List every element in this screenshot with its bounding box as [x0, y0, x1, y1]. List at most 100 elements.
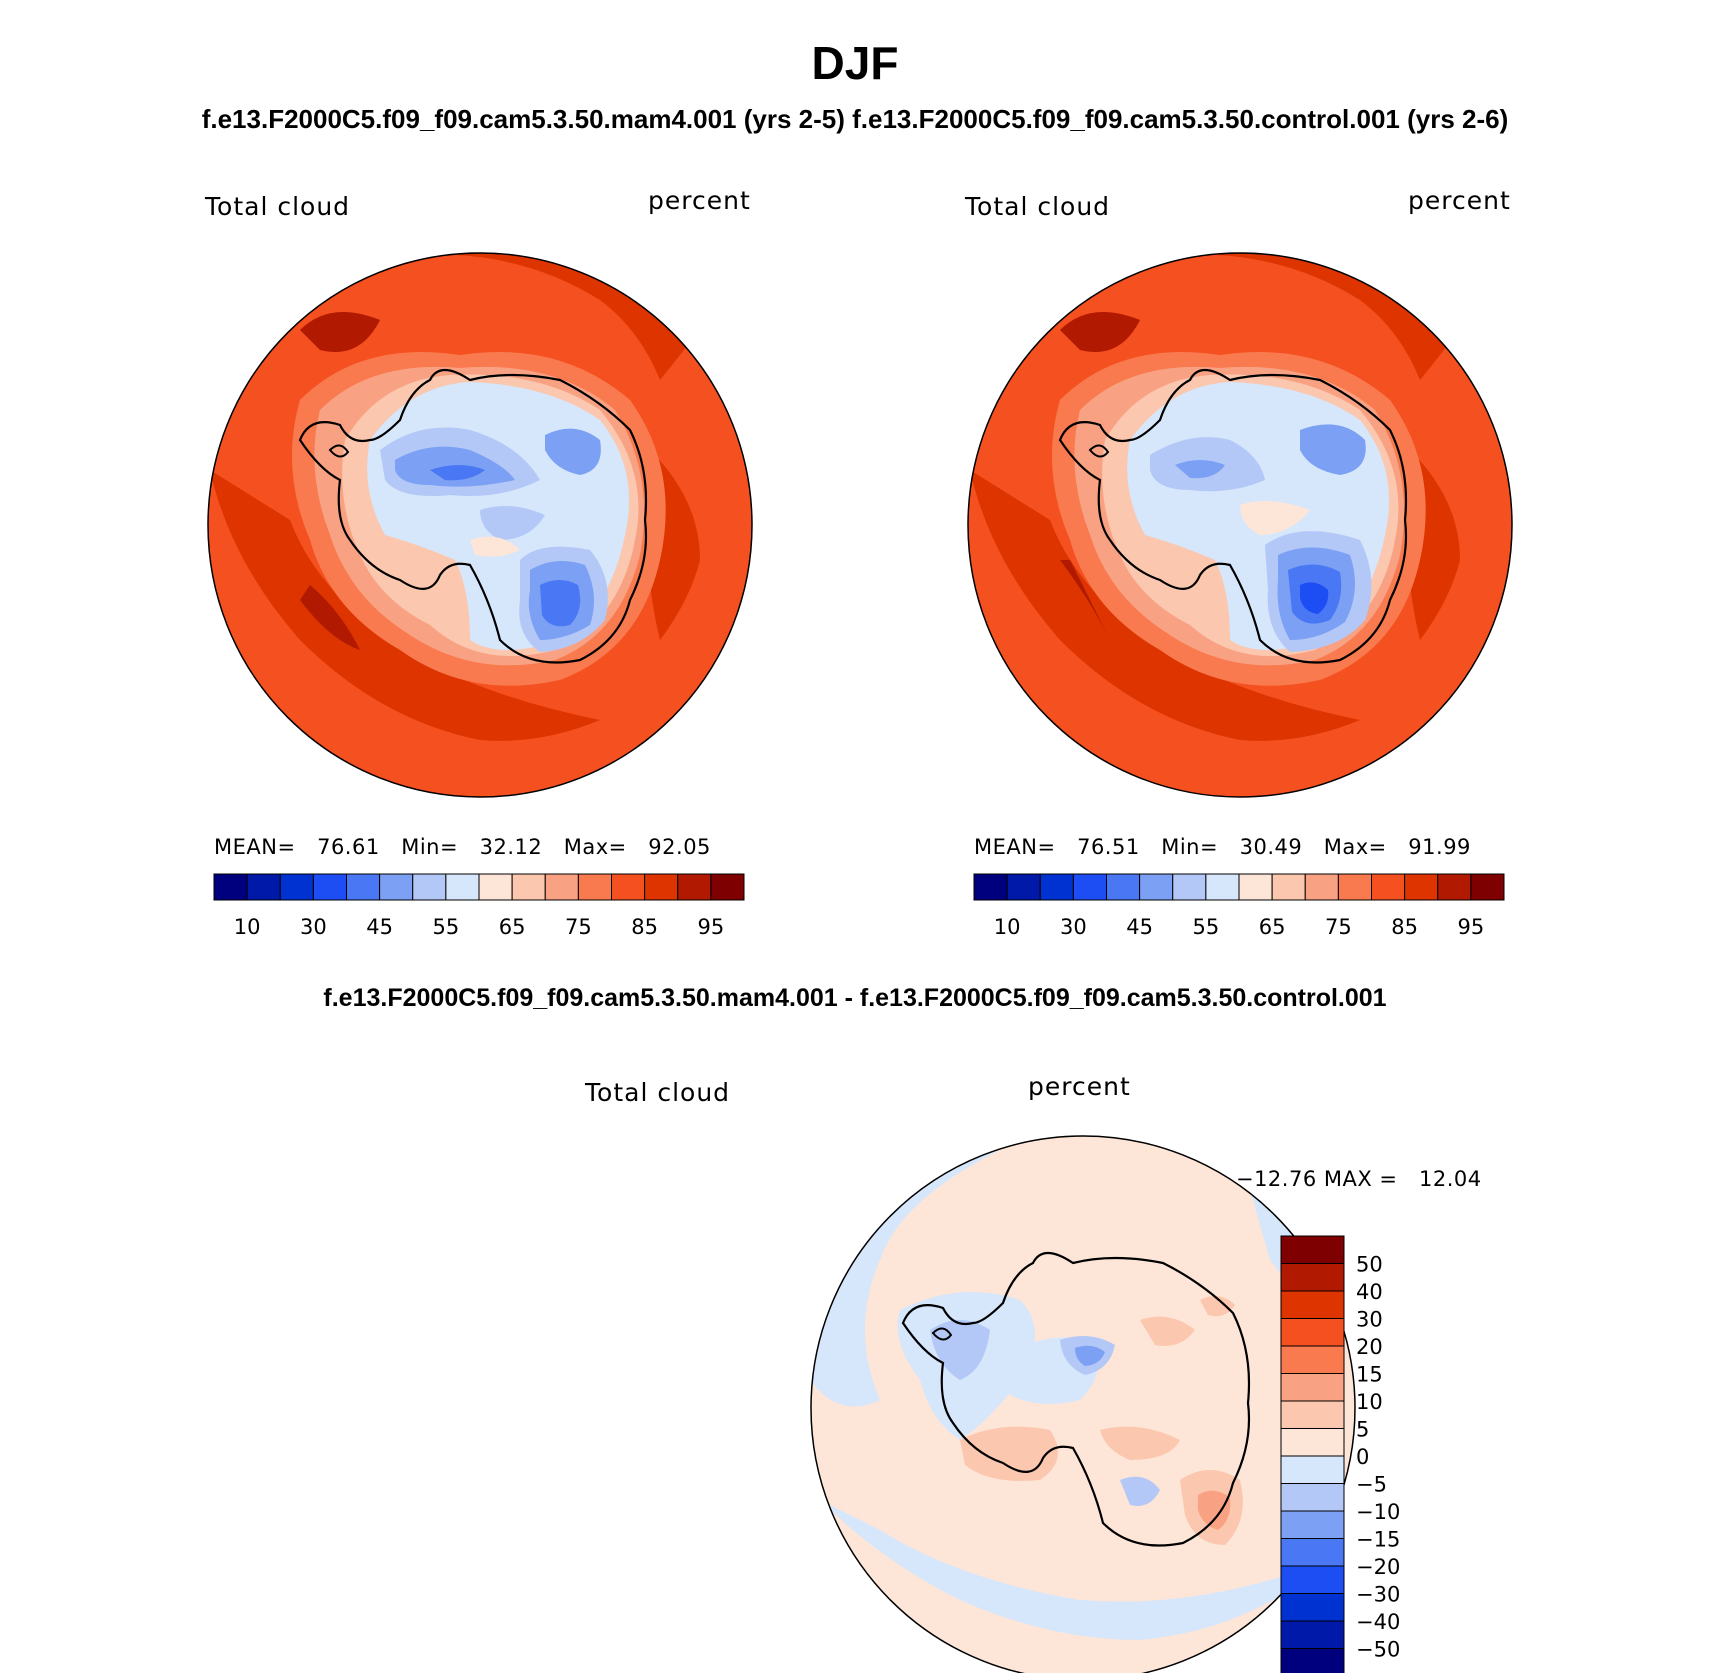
difference-colorbar-box — [1280, 1565, 1345, 1594]
difference-colorbar-tick-label: 30 — [1356, 1308, 1383, 1332]
difference-colorbar-box — [1280, 1648, 1345, 1673]
difference-colorbar-tick-label: −40 — [1356, 1610, 1400, 1634]
panel2-colorbar-tick-label: 75 — [1325, 915, 1352, 939]
panel2-variable-label: Total cloud — [965, 192, 1111, 221]
panel2-colorbar-box — [1437, 873, 1472, 901]
difference-colorbar-box — [1280, 1620, 1345, 1649]
panel1-colorbar-tick-label: 75 — [565, 915, 592, 939]
panel2-colorbar-tick-label: 45 — [1126, 915, 1153, 939]
difference-colorbar-box — [1280, 1290, 1345, 1319]
panel1-colorbar-box — [213, 873, 248, 901]
panel1-colorbar-tick-label: 10 — [234, 915, 261, 939]
panel2-colorbar: 10 30 45 55 65 75 85 95 — [973, 873, 1505, 939]
panel1-colorbar-tick-label: 30 — [300, 915, 327, 939]
panel2-colorbar-box — [1337, 873, 1372, 901]
difference-colorbar-box — [1280, 1318, 1345, 1347]
panel1-colorbar-box — [478, 873, 513, 901]
difference-colorbar-tick-label: 0 — [1356, 1445, 1369, 1469]
panel1-colorbar-tick-label: 85 — [631, 915, 658, 939]
panel1-colorbar-box — [379, 873, 414, 901]
difference-colorbar-box — [1280, 1483, 1345, 1512]
panel1-map — [208, 253, 752, 797]
panel2-units-label: percent — [1408, 186, 1511, 215]
panel1-colorbar-box — [412, 873, 447, 901]
panel2-map — [968, 253, 1512, 797]
difference-colorbar-tick-label: 40 — [1356, 1280, 1383, 1304]
panel1-colorbar-box — [346, 873, 381, 901]
panel2-colorbar-tick-label: 55 — [1193, 915, 1220, 939]
panel1-colorbar-box — [312, 873, 347, 901]
difference-colorbar-box — [1280, 1345, 1345, 1374]
difference-colorbar-tick-label: −15 — [1356, 1528, 1400, 1552]
panel1-variable-label: Total cloud — [205, 192, 351, 221]
panel2-colorbar-box — [1172, 873, 1207, 901]
panel1-colorbar-tick-label: 95 — [698, 915, 725, 939]
difference-colorbar-box — [1280, 1428, 1345, 1457]
panel2-colorbar-box — [1205, 873, 1240, 901]
panel2-colorbar-box — [1271, 873, 1306, 901]
difference-colorbar-tick-label: 5 — [1356, 1418, 1369, 1442]
panel1-colorbar-box — [710, 873, 745, 901]
difference-colorbar-tick-label: 10 — [1356, 1390, 1383, 1414]
difference-colorbar-box — [1280, 1593, 1345, 1622]
panel2-colorbar-box — [1304, 873, 1339, 901]
difference-colorbar-box — [1280, 1263, 1345, 1292]
difference-title: f.e13.F2000C5.f09_f09.cam5.3.50.mam4.001… — [323, 984, 1387, 1012]
panel1-colorbar-box — [611, 873, 646, 901]
panel2-colorbar-box — [1238, 873, 1273, 901]
panel1-colorbar-tick-label: 45 — [366, 915, 393, 939]
difference-colorbar-tick-label: 50 — [1356, 1253, 1383, 1277]
panel1-map-border — [207, 252, 753, 798]
panel1-colorbar-tick-label: 55 — [433, 915, 460, 939]
panel2-colorbar-box — [1039, 873, 1074, 901]
difference-colorbar-tick-label: −5 — [1356, 1473, 1387, 1497]
panel1-stats: MEAN= 76.61 Min= 32.12 Max= 92.05 — [214, 835, 711, 859]
difference-colorbar-box — [1280, 1538, 1345, 1567]
panel1-colorbar-box — [279, 873, 314, 901]
difference-colorbar-tick-label: −50 — [1356, 1638, 1400, 1662]
diff-units-label: percent — [1028, 1072, 1131, 1101]
panel2-colorbar-box — [1072, 873, 1107, 901]
difference-map-border — [810, 1135, 1356, 1673]
panel2-colorbar-tick-label: 30 — [1060, 915, 1087, 939]
panel2-stats: MEAN= 76.51 Min= 30.49 Max= 91.99 — [974, 835, 1471, 859]
panel2-colorbar-box — [1139, 873, 1174, 901]
panel2-colorbar-box — [1470, 873, 1505, 901]
panel2-colorbar-tick-label: 95 — [1458, 915, 1485, 939]
panel1-colorbar-box — [246, 873, 281, 901]
difference-colorbar-box — [1280, 1400, 1345, 1429]
difference-colorbar-box — [1280, 1510, 1345, 1539]
panel1-colorbar-tick-label: 65 — [499, 915, 526, 939]
difference-colorbar-box — [1280, 1235, 1345, 1264]
panel2-colorbar-tick-label: 10 — [994, 915, 1021, 939]
case-names: f.e13.F2000C5.f09_f09.cam5.3.50.mam4.001… — [201, 104, 1509, 134]
panel1-colorbar: 10 30 45 55 65 75 85 95 — [213, 873, 745, 939]
panel2-colorbar-box — [1006, 873, 1041, 901]
panel2-colorbar-box — [1404, 873, 1439, 901]
difference-colorbar-tick-label: −30 — [1356, 1583, 1400, 1607]
difference-colorbar-tick-label: 15 — [1356, 1363, 1383, 1387]
panel1-colorbar-box — [577, 873, 612, 901]
panel1-colorbar-box — [544, 873, 579, 901]
panel2-colorbar-tick-label: 85 — [1391, 915, 1418, 939]
panel2-map-border — [967, 252, 1513, 798]
panel2-colorbar-box — [973, 873, 1008, 901]
figure-title: DJF — [811, 37, 899, 89]
panel1-colorbar-box — [677, 873, 712, 901]
panel1-colorbar-box — [445, 873, 480, 901]
difference-colorbar-tick-label: −20 — [1356, 1555, 1400, 1579]
difference-map — [811, 1136, 1355, 1673]
panel1-colorbar-box — [511, 873, 546, 901]
difference-colorbar-tick-label: 20 — [1356, 1335, 1383, 1359]
difference-colorbar-box — [1280, 1373, 1345, 1402]
panel2-colorbar-box — [1371, 873, 1406, 901]
panel1-colorbar-box — [644, 873, 679, 901]
panel2-colorbar-box — [1106, 873, 1141, 901]
diff-variable-label: Total cloud — [585, 1078, 731, 1107]
panel1-units-label: percent — [648, 186, 751, 215]
difference-colorbar-tick-label: −10 — [1356, 1500, 1400, 1524]
difference-colorbar-box — [1280, 1455, 1345, 1484]
panel2-colorbar-tick-label: 65 — [1259, 915, 1286, 939]
